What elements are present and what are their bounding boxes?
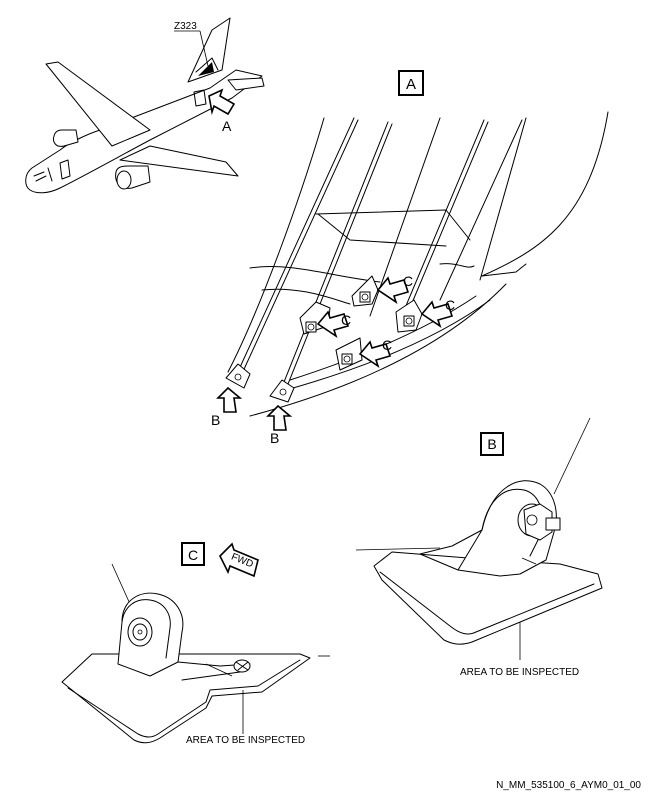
c-pointer-arrow-4 — [358, 340, 392, 368]
b-label-1: B — [211, 412, 220, 428]
view-a-box — [398, 70, 424, 96]
b-label-2: B — [270, 430, 279, 446]
view-c-label: C — [188, 547, 198, 563]
fitting-c-4 — [335, 337, 363, 371]
zone-label: Z323 — [174, 21, 197, 32]
c-label-1: C — [403, 273, 413, 289]
view-b-label: B — [487, 436, 496, 452]
view-b-box — [480, 432, 504, 456]
view-b: B AREA TO BE INSPECTED — [355, 417, 603, 678]
inspect-label-b: AREA TO BE INSPECTED — [460, 667, 579, 678]
arrow-a-label: A — [222, 118, 232, 134]
fwd-arrow: FWD — [219, 542, 259, 578]
b-pointer-arrow-1 — [216, 386, 243, 413]
view-a-label: A — [406, 76, 416, 93]
aircraft-overview: Z323 A — [25, 17, 265, 194]
fitting-c-3 — [395, 299, 423, 333]
fitting-c-1 — [351, 275, 379, 307]
c-pointer-arrow-3 — [420, 300, 454, 328]
fitting-b-1 — [225, 363, 251, 389]
view-a: A — [211, 70, 609, 446]
view-c-box — [181, 542, 205, 566]
view-a-pointer-arrow — [208, 88, 236, 116]
view-c: C FWD AREA TO BE INSPECTED — [61, 542, 330, 746]
fitting-b-2 — [269, 379, 295, 403]
inspect-label-c: AREA TO BE INSPECTED — [186, 735, 305, 746]
c-pointer-arrow-1 — [376, 276, 410, 304]
c-label-2: C — [341, 312, 351, 328]
c-pointer-arrow-2 — [316, 310, 350, 338]
c-label-3: C — [445, 297, 455, 313]
c-label-4: C — [382, 337, 392, 353]
figure-id: N_MM_535100_6_AYM0_01_00 — [496, 780, 641, 791]
b-pointer-arrow-2 — [266, 404, 293, 431]
